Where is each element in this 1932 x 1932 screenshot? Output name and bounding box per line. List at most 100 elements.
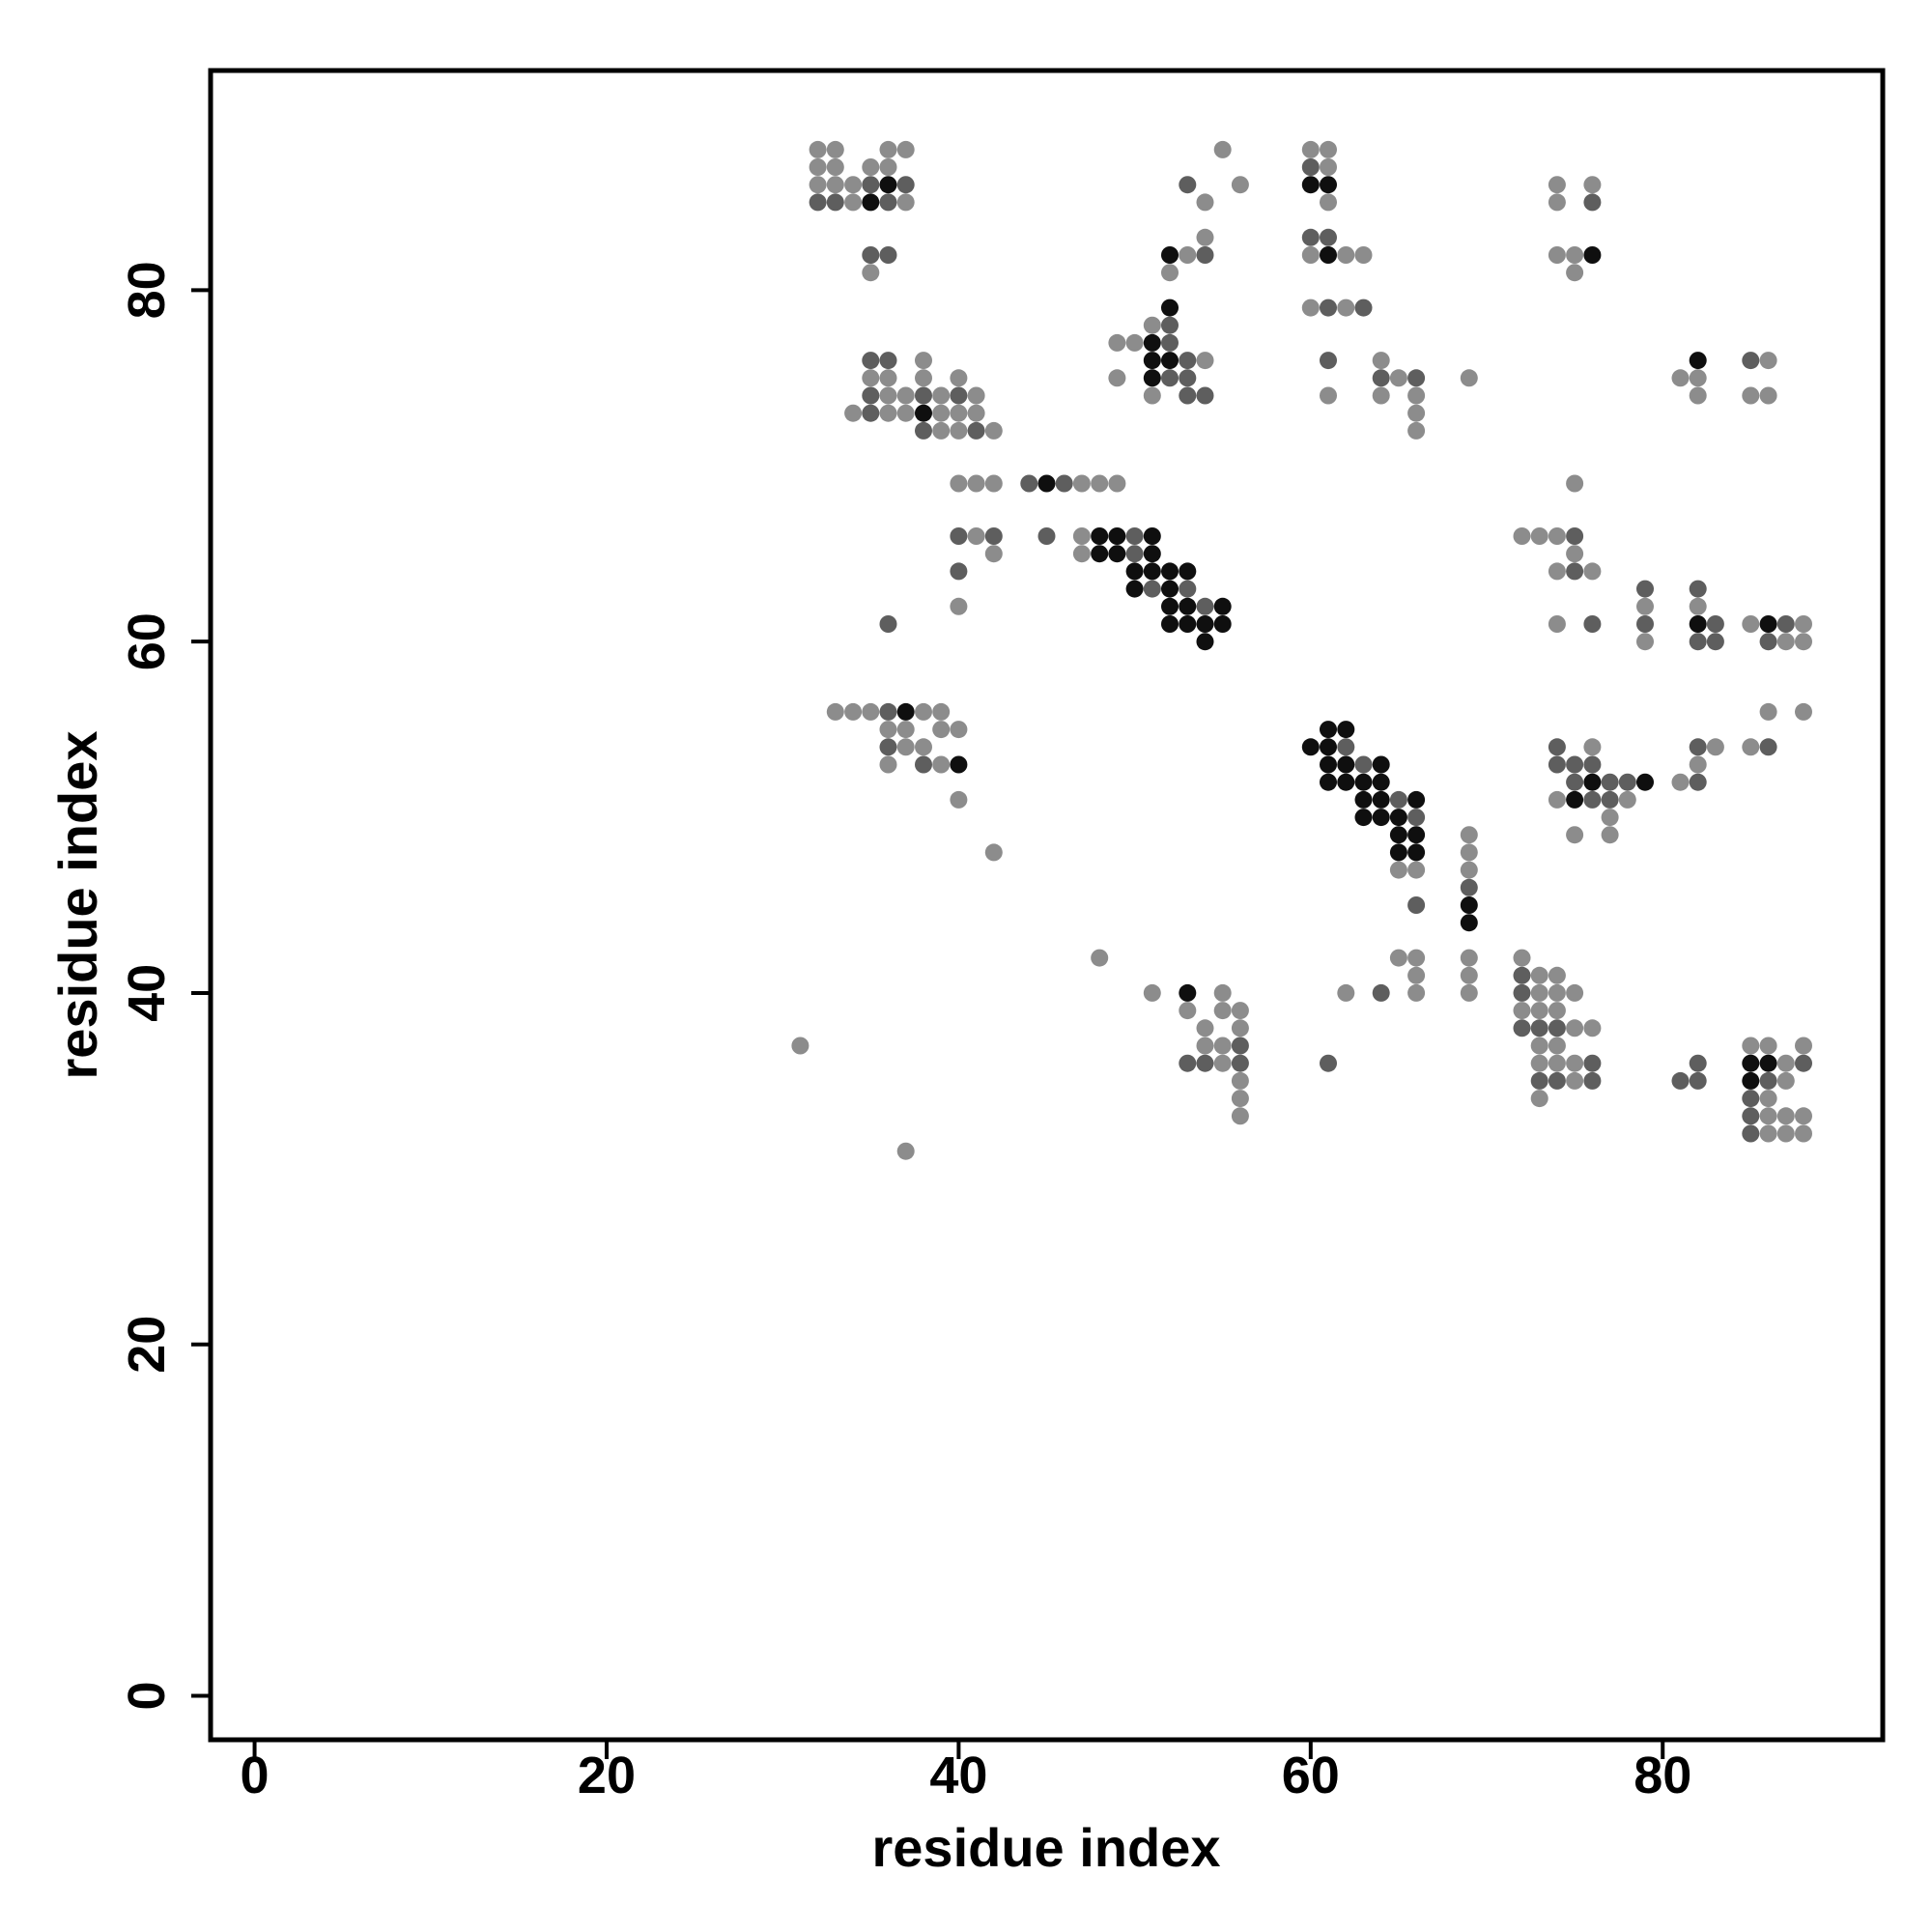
data-point <box>1179 369 1197 387</box>
data-point <box>896 140 915 158</box>
data-point <box>1125 562 1144 581</box>
data-point <box>1530 1019 1548 1037</box>
data-point <box>915 404 932 422</box>
data-point <box>1566 264 1584 282</box>
data-point <box>1179 386 1197 405</box>
data-point <box>862 352 880 370</box>
data-point <box>1759 1054 1777 1072</box>
data-point <box>1548 615 1566 633</box>
data-point <box>1354 298 1373 317</box>
data-point <box>1161 333 1179 352</box>
data-point <box>896 721 915 739</box>
data-point <box>1354 809 1373 827</box>
data-point <box>1513 966 1531 984</box>
data-point <box>809 176 827 194</box>
data-point <box>1759 1107 1777 1125</box>
data-point <box>1530 1037 1548 1055</box>
data-point <box>1389 861 1407 879</box>
data-point <box>1460 878 1478 896</box>
data-point <box>1742 1037 1760 1055</box>
data-point <box>896 193 915 212</box>
data-point <box>1795 1054 1812 1072</box>
data-point <box>1108 527 1126 545</box>
data-point <box>1759 633 1777 651</box>
data-point <box>1636 773 1654 791</box>
data-point <box>1689 580 1707 598</box>
data-point <box>1795 1107 1812 1125</box>
data-point <box>1301 228 1320 246</box>
data-point <box>862 404 880 422</box>
data-point <box>1354 790 1373 809</box>
data-point <box>950 721 968 739</box>
data-point <box>1320 721 1337 739</box>
x-tick-label: 40 <box>929 1747 987 1804</box>
data-point <box>1372 773 1390 791</box>
data-point <box>1337 721 1355 739</box>
data-point <box>1460 861 1478 879</box>
data-point <box>1460 843 1478 862</box>
data-point <box>1213 1002 1232 1020</box>
data-point <box>1161 562 1179 581</box>
data-point <box>1196 597 1214 615</box>
data-point <box>1460 369 1478 387</box>
data-point <box>1583 193 1602 212</box>
data-point <box>879 615 897 633</box>
data-point <box>1320 298 1337 317</box>
data-point <box>896 702 915 721</box>
data-point <box>879 246 897 264</box>
data-point <box>1795 1124 1812 1143</box>
data-point <box>1231 1019 1249 1037</box>
data-point <box>950 474 968 493</box>
data-point <box>1601 826 1619 844</box>
data-point <box>809 140 827 158</box>
data-point <box>1108 545 1126 563</box>
data-point <box>862 702 880 721</box>
data-point <box>1407 896 1426 914</box>
data-point <box>950 421 968 440</box>
data-point <box>1407 790 1426 809</box>
data-point <box>1530 1002 1548 1020</box>
data-point <box>1143 316 1161 334</box>
data-point <box>1320 228 1337 246</box>
data-point <box>1231 1002 1249 1020</box>
data-point <box>1548 1071 1566 1090</box>
data-point <box>1530 966 1548 984</box>
data-point <box>1759 738 1777 756</box>
data-point <box>1566 527 1584 545</box>
data-point <box>1583 246 1602 264</box>
data-point <box>879 738 897 756</box>
data-point <box>984 421 1003 440</box>
x-tick-label: 20 <box>578 1747 636 1804</box>
data-point <box>879 352 897 370</box>
data-point <box>1179 562 1197 581</box>
x-axis: 0 20 40 60 80 <box>241 1742 1691 1804</box>
data-point <box>932 755 951 774</box>
data-point <box>932 702 951 721</box>
data-point <box>1407 386 1426 405</box>
plot-frame <box>208 68 1886 1743</box>
data-point <box>1548 562 1566 581</box>
data-point <box>950 790 968 809</box>
data-point <box>1389 369 1407 387</box>
data-point <box>1795 615 1812 633</box>
data-point <box>1179 1002 1197 1020</box>
data-point <box>896 404 915 422</box>
data-point <box>1161 597 1179 615</box>
data-point <box>862 176 880 194</box>
data-point <box>1196 1037 1214 1055</box>
data-point <box>1407 983 1426 1002</box>
data-point <box>1213 983 1232 1002</box>
data-point <box>932 721 951 739</box>
data-point <box>967 386 985 405</box>
data-point <box>826 158 844 176</box>
data-point <box>1179 176 1197 194</box>
data-point <box>1072 474 1091 493</box>
data-point <box>879 369 897 387</box>
data-point <box>1548 966 1566 984</box>
data-point <box>984 843 1003 862</box>
data-point <box>1143 386 1161 405</box>
data-point <box>862 158 880 176</box>
data-point <box>967 474 985 493</box>
data-point <box>879 404 897 422</box>
